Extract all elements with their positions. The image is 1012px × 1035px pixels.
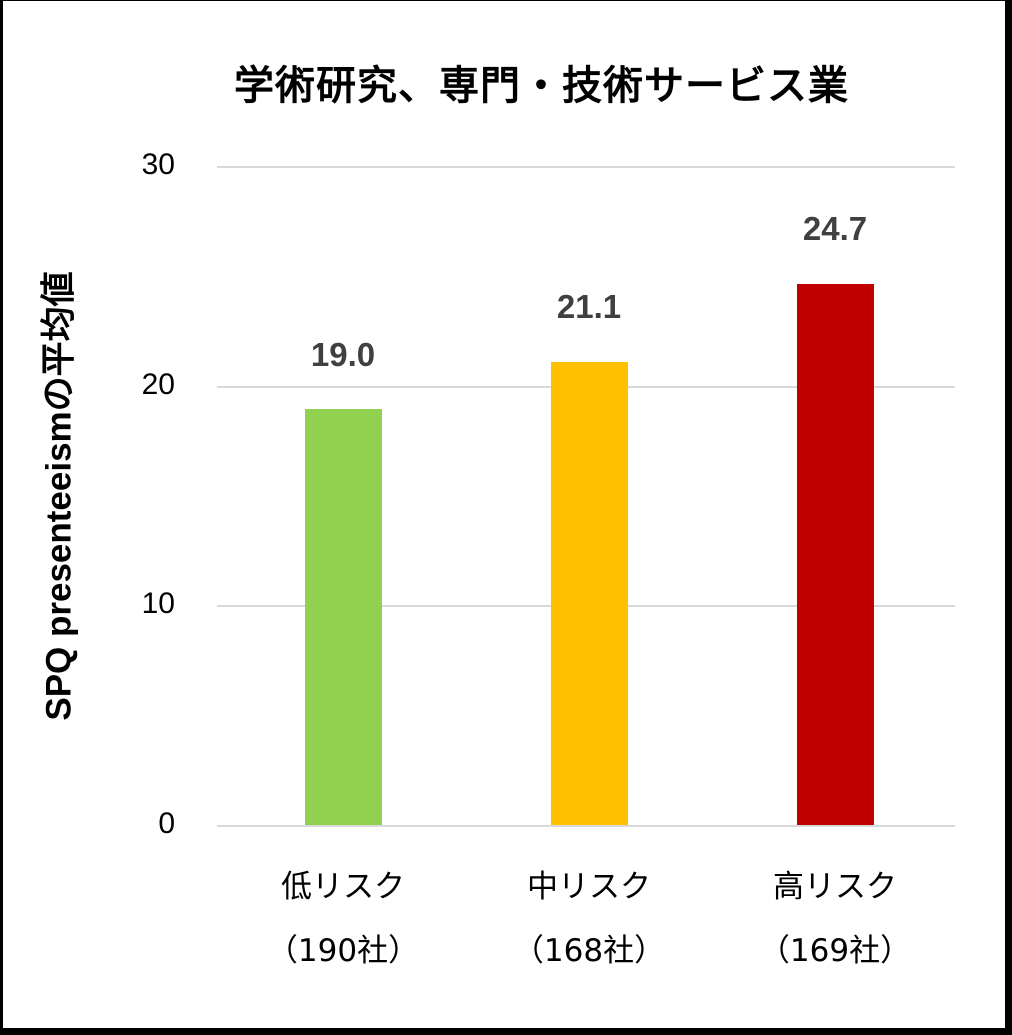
- category-count: （190社）: [266, 933, 420, 969]
- category-label-high: 高リスク （169社）: [735, 855, 935, 983]
- y-tick-20: 20: [141, 368, 175, 401]
- category-label-mid: 中リスク （168社）: [489, 855, 689, 983]
- chart-title: 学術研究、専門・技術サービス業: [234, 63, 849, 109]
- y-tick-30: 30: [141, 148, 175, 181]
- value-label-high: 24.7: [802, 210, 868, 247]
- x-axis-baseline: [217, 825, 955, 827]
- bar-high-risk: [797, 284, 874, 825]
- y-tick-0: 0: [158, 807, 175, 840]
- y-axis-label: SPQ presenteeismの平均値: [39, 271, 79, 721]
- value-label-mid: 21.1: [556, 288, 622, 325]
- category-name: 中リスク: [527, 869, 651, 905]
- category-name: 低リスク: [281, 869, 405, 905]
- gridline-30: [217, 166, 955, 168]
- category-count: （169社）: [758, 933, 912, 969]
- category-label-low: 低リスク （190社）: [243, 855, 443, 983]
- value-label-low: 19.0: [310, 336, 376, 373]
- category-count: （168社）: [512, 933, 666, 969]
- bar-mid-risk: [551, 362, 628, 825]
- y-tick-10: 10: [141, 587, 175, 620]
- category-name: 高リスク: [773, 869, 897, 905]
- bar-low-risk: [305, 409, 382, 825]
